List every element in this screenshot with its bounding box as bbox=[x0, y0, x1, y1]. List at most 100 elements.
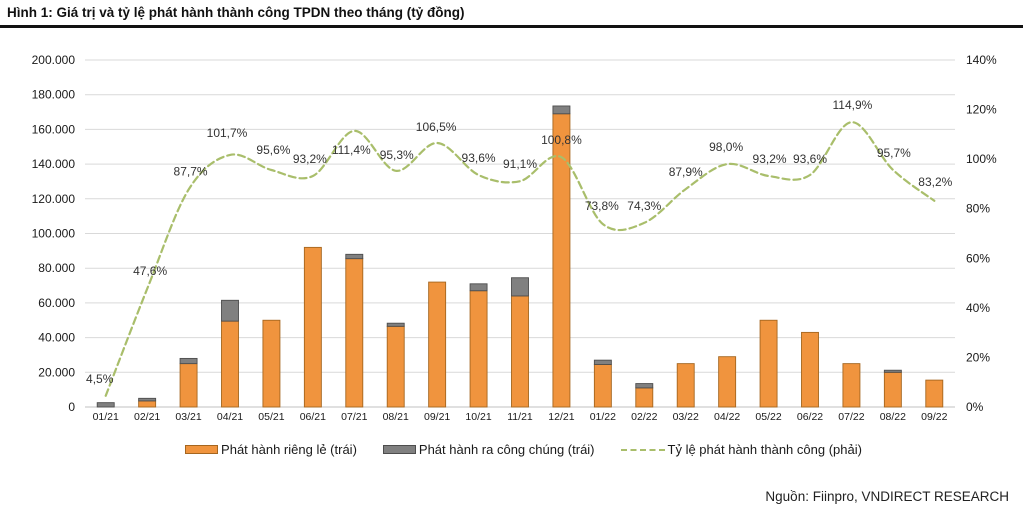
x-axis-category-label: 04/22 bbox=[714, 411, 740, 423]
figure-title: Hình 1: Giá trị và tỷ lệ phát hành thành… bbox=[7, 5, 465, 20]
bar-private-placement bbox=[801, 331, 819, 408]
x-axis-category-label: 09/21 bbox=[424, 411, 450, 423]
x-axis-category-label: 01/21 bbox=[93, 411, 119, 423]
chart-legend: Phát hành riêng lẻ (trái) Phát hành ra c… bbox=[24, 442, 1023, 457]
x-axis-category-label: 07/22 bbox=[838, 411, 864, 423]
right-axis-tick-label: 0% bbox=[966, 400, 984, 414]
legend-label-rate: Tỷ lệ phát hành thành công (phải) bbox=[667, 442, 862, 457]
rate-point-label: 87,7% bbox=[174, 165, 208, 179]
rate-point-label: 93,2% bbox=[293, 152, 327, 166]
rate-point-label: 87,9% bbox=[669, 165, 703, 179]
bar-public-offering bbox=[96, 402, 115, 408]
bar-private-placement bbox=[303, 246, 322, 408]
bar-private-placement bbox=[386, 325, 405, 408]
right-axis-tick-label: 100% bbox=[966, 152, 997, 166]
bar-private-placement bbox=[635, 387, 654, 408]
bar-public-offering bbox=[635, 383, 654, 389]
legend-item-public: Phát hành ra công chúng (trái) bbox=[382, 442, 595, 457]
x-axis-category-label: 12/21 bbox=[548, 411, 574, 423]
legend-item-private: Phát hành riêng lẻ (trái) bbox=[185, 442, 357, 457]
figure-header: Hình 1: Giá trị và tỷ lệ phát hành thành… bbox=[0, 0, 1023, 28]
x-axis-category-label: 02/22 bbox=[631, 411, 657, 423]
right-axis-tick-label: 60% bbox=[966, 251, 990, 265]
legend-label-public: Phát hành ra công chúng (trái) bbox=[418, 442, 595, 457]
source-text: Nguồn: Fiinpro, VNDIRECT RESEARCH bbox=[765, 489, 1009, 504]
x-axis-category-label: 07/21 bbox=[341, 411, 367, 423]
rate-point-label: 93,6% bbox=[462, 151, 496, 165]
bar-private-placement bbox=[718, 356, 737, 408]
right-axis-tick-label: 140% bbox=[966, 53, 997, 67]
left-axis-tick-label: 200.000 bbox=[32, 53, 76, 67]
rate-point-label: 93,6% bbox=[793, 152, 827, 166]
x-axis-category-label: 08/21 bbox=[383, 411, 409, 423]
bar-private-placement bbox=[593, 364, 612, 408]
bar-private-placement bbox=[179, 363, 198, 408]
bar-private-placement bbox=[676, 363, 695, 408]
left-axis-tick-label: 100.000 bbox=[32, 227, 76, 241]
x-axis-category-label: 08/22 bbox=[880, 411, 906, 423]
x-axis-category-label: 04/21 bbox=[217, 411, 243, 423]
x-axis-category-label: 03/22 bbox=[673, 411, 699, 423]
right-axis-tick-label: 20% bbox=[966, 350, 990, 364]
rate-point-label: 73,8% bbox=[585, 199, 619, 213]
rate-point-label: 93,2% bbox=[753, 152, 787, 166]
bar-private-placement bbox=[428, 281, 447, 408]
rate-point-label: 95,7% bbox=[877, 146, 911, 160]
success-rate-line bbox=[104, 121, 936, 397]
bar-private-placement bbox=[925, 379, 944, 408]
dashed-line-swatch-icon bbox=[620, 448, 665, 451]
bar-private-placement bbox=[221, 320, 239, 408]
left-axis-tick-label: 20.000 bbox=[38, 365, 75, 379]
x-axis-category-label: 09/22 bbox=[921, 411, 947, 423]
left-axis-tick-label: 40.000 bbox=[38, 331, 75, 345]
rate-point-label: 74,3% bbox=[627, 199, 661, 213]
bar-public-offering bbox=[386, 322, 405, 327]
bar-private-placement bbox=[883, 371, 902, 408]
bar-public-offering bbox=[511, 277, 529, 297]
rate-point-label: 101,7% bbox=[207, 126, 248, 140]
rate-point-label: 4,5% bbox=[86, 372, 114, 386]
right-axis-tick-label: 120% bbox=[966, 103, 997, 117]
rate-point-label: 91,1% bbox=[503, 157, 537, 171]
rate-point-label: 100,8% bbox=[541, 133, 582, 147]
right-axis-tick-label: 40% bbox=[966, 301, 990, 315]
left-axis-tick-label: 80.000 bbox=[38, 261, 75, 275]
x-axis-category-label: 05/21 bbox=[258, 411, 284, 423]
combo-chart: 0 20.000 40.000 60.000 80.000 100.000 120.000 1… bbox=[32, 53, 997, 423]
bar-public-offering bbox=[883, 369, 902, 373]
left-axis-tick-label: 140.000 bbox=[32, 157, 76, 171]
rate-point-label: 83,2% bbox=[918, 175, 952, 189]
bar-private-placement bbox=[345, 258, 364, 408]
bar-public-offering bbox=[221, 299, 239, 322]
x-axis-category-label: 02/21 bbox=[134, 411, 160, 423]
right-axis-tick-label: 80% bbox=[966, 202, 990, 216]
bar-private-placement bbox=[759, 319, 778, 408]
legend-label-private: Phát hành riêng lẻ (trái) bbox=[221, 442, 357, 457]
left-axis-tick-label: 160.000 bbox=[32, 122, 76, 136]
left-axis-tick-label: 180.000 bbox=[32, 88, 76, 102]
x-axis-category-label: 05/22 bbox=[755, 411, 781, 423]
left-axis-tick-label: 0 bbox=[68, 400, 75, 414]
rate-point-label: 47,6% bbox=[133, 264, 167, 278]
bar-public-offering bbox=[593, 359, 612, 365]
bar-private-placement bbox=[138, 400, 157, 408]
x-axis-category-label: 11/21 bbox=[507, 411, 533, 423]
bar-public-offering bbox=[469, 283, 488, 292]
rate-point-label: 114,9% bbox=[833, 98, 873, 112]
chart-area: 0 20.000 40.000 60.000 80.000 100.000 120.000 1… bbox=[0, 28, 1023, 426]
rate-point-label: 106,5% bbox=[416, 120, 457, 134]
left-axis-tick-label: 120.000 bbox=[32, 192, 76, 206]
legend-item-rate: Tỷ lệ phát hành thành công (phải) bbox=[620, 442, 862, 457]
x-axis-category-label: 06/21 bbox=[300, 411, 326, 423]
rate-point-label: 111,4% bbox=[332, 143, 371, 157]
x-axis-category-label: 10/21 bbox=[465, 411, 491, 423]
bar-private-placement bbox=[262, 319, 281, 408]
x-axis-category-label: 06/22 bbox=[797, 411, 823, 423]
rate-point-label: 95,6% bbox=[256, 143, 290, 157]
bar-public-offering bbox=[138, 397, 157, 402]
gray-bar-swatch-icon bbox=[382, 445, 416, 454]
source-note: Nguồn: Fiinpro, VNDIRECT RESEARCH bbox=[0, 489, 1023, 504]
orange-bar-swatch-icon bbox=[185, 445, 219, 454]
bar-private-placement bbox=[469, 290, 488, 408]
bar-public-offering bbox=[179, 357, 198, 365]
